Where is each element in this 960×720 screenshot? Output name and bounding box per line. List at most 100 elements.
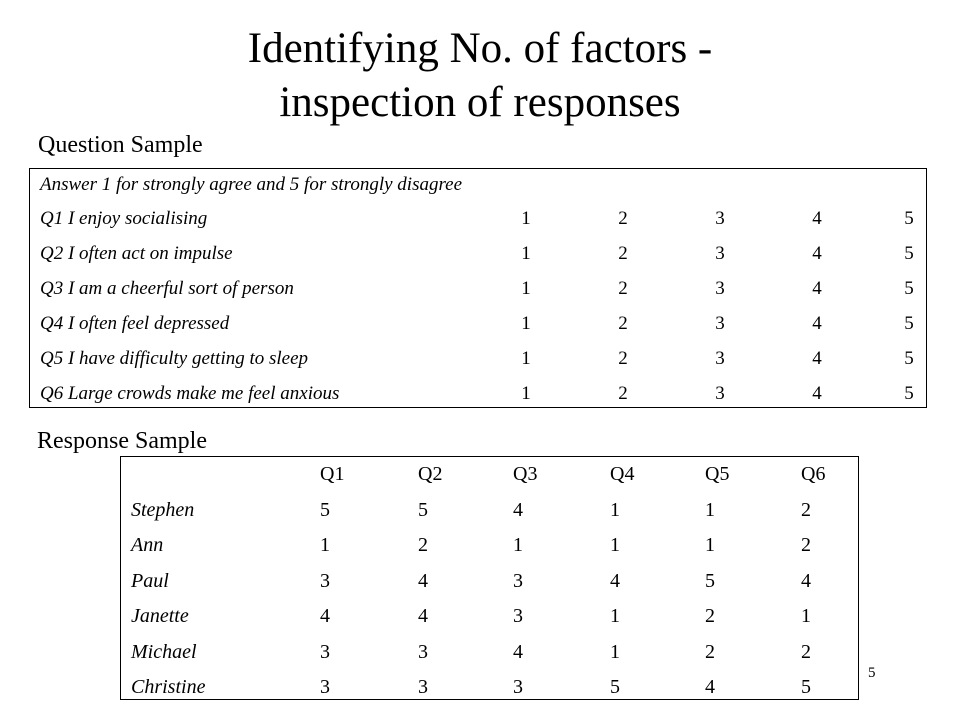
question-row: Q3 I am a cheerful sort of person 1 2 3 4 5 — [30, 277, 926, 301]
rating-option: 3 — [715, 313, 725, 334]
response-header-row: Q1 Q2 Q3 Q4 Q5 Q6 — [121, 461, 858, 487]
response-value: 4 — [513, 640, 523, 663]
rating-option: 4 — [812, 243, 822, 264]
rating-option: 5 — [904, 208, 914, 229]
question-row: Q4 I often feel depressed 1 2 3 4 5 — [30, 312, 926, 336]
rating-option: 1 — [521, 243, 531, 264]
rating-option: 4 — [812, 383, 822, 404]
page-number: 5 — [868, 665, 876, 681]
column-header: Q5 — [705, 463, 730, 485]
response-value: 4 — [513, 498, 523, 521]
response-value: 1 — [610, 534, 620, 556]
rating-option: 1 — [521, 313, 531, 334]
column-header: Q2 — [418, 463, 443, 485]
table-row: Ann 1 2 1 1 1 2 — [121, 532, 858, 558]
respondent-name: Stephen — [131, 498, 195, 521]
response-value: 2 — [801, 534, 811, 556]
question-text: Q1 I enjoy socialising — [40, 208, 208, 229]
respondent-name: Christine — [131, 676, 206, 698]
rating-option: 1 — [521, 383, 531, 404]
column-header: Q1 — [320, 463, 345, 485]
rating-option: 5 — [904, 313, 914, 334]
question-instruction: Answer 1 for strongly agree and 5 for st… — [40, 174, 463, 195]
response-value: 1 — [513, 534, 523, 556]
rating-option: 4 — [812, 313, 822, 334]
response-sample-heading: Response Sample — [37, 428, 207, 454]
rating-option: 5 — [904, 348, 914, 369]
question-text: Q6 Large crowds make me feel anxious — [40, 383, 340, 404]
response-value: 3 — [418, 640, 428, 663]
question-text: Q2 I often act on impulse — [40, 243, 233, 264]
column-header: Q6 — [801, 463, 826, 485]
rating-option: 3 — [715, 278, 725, 299]
response-value: 2 — [801, 498, 811, 521]
response-value: 1 — [610, 605, 620, 627]
response-value: 4 — [610, 569, 620, 592]
table-row: Janette 4 4 3 1 2 1 — [121, 603, 858, 629]
rating-option: 1 — [521, 208, 531, 229]
question-text: Q4 I often feel depressed — [40, 313, 230, 334]
response-value: 4 — [801, 569, 811, 592]
response-value: 3 — [320, 676, 330, 698]
response-value: 5 — [320, 498, 330, 521]
response-value: 4 — [705, 676, 715, 698]
table-row: Michael 3 3 4 1 2 2 — [121, 639, 858, 665]
respondent-name: Paul — [131, 569, 169, 592]
response-value: 1 — [320, 534, 330, 556]
question-row: Q5 I have difficulty getting to sleep 1 2 3… — [30, 347, 926, 371]
rating-option: 3 — [715, 243, 725, 264]
response-value: 5 — [705, 569, 715, 592]
rating-option: 5 — [904, 243, 914, 264]
response-sample-table: Q1 Q2 Q3 Q4 Q5 Q6 Stephen 5 5 4 1 1 2 Ann 1 2 1 1 1 2 Paul 3 4… — [120, 456, 859, 700]
response-value: 4 — [320, 605, 330, 627]
question-text: Q3 I am a cheerful sort of person — [40, 278, 294, 299]
response-value: 3 — [320, 640, 330, 663]
response-value: 5 — [610, 676, 620, 698]
rating-option: 2 — [618, 278, 628, 299]
rating-option: 5 — [904, 278, 914, 299]
column-header: Q4 — [610, 463, 635, 485]
rating-option: 2 — [618, 348, 628, 369]
response-value: 2 — [705, 605, 715, 627]
response-value: 3 — [320, 569, 330, 592]
rating-option: 2 — [618, 208, 628, 229]
rating-option: 3 — [715, 348, 725, 369]
rating-option: 2 — [618, 383, 628, 404]
response-value: 2 — [801, 640, 811, 663]
response-value: 4 — [418, 605, 428, 627]
respondent-name: Janette — [131, 605, 189, 627]
response-value: 1 — [610, 640, 620, 663]
rating-option: 3 — [715, 383, 725, 404]
rating-option: 1 — [521, 348, 531, 369]
response-value: 5 — [801, 676, 811, 698]
response-value: 3 — [513, 676, 523, 698]
table-row: Paul 3 4 3 4 5 4 — [121, 568, 858, 594]
question-text: Q5 I have difficulty getting to sleep — [40, 348, 309, 369]
slide-title: Identifying No. of factors - inspection … — [0, 22, 960, 130]
response-value: 1 — [705, 498, 715, 521]
rating-option: 1 — [521, 278, 531, 299]
column-header: Q3 — [513, 463, 538, 485]
response-value: 3 — [513, 569, 523, 592]
response-value: 4 — [418, 569, 428, 592]
response-value: 2 — [418, 534, 428, 556]
response-value: 3 — [418, 676, 428, 698]
response-value: 1 — [705, 534, 715, 556]
response-value: 3 — [513, 605, 523, 627]
response-value: 2 — [705, 640, 715, 663]
rating-option: 4 — [812, 348, 822, 369]
rating-option: 2 — [618, 243, 628, 264]
slide-title-line-2: inspection of responses — [279, 79, 681, 126]
question-row: Q2 I often act on impulse 1 2 3 4 5 — [30, 242, 926, 266]
rating-option: 5 — [904, 383, 914, 404]
response-value: 5 — [418, 498, 428, 521]
rating-option: 4 — [812, 278, 822, 299]
rating-option: 2 — [618, 313, 628, 334]
question-sample-heading: Question Sample — [38, 132, 203, 158]
question-row: Q1 I enjoy socialising 1 2 3 4 5 — [30, 207, 926, 231]
rating-option: 4 — [812, 208, 822, 229]
rating-option: 3 — [715, 208, 725, 229]
respondent-name: Ann — [131, 534, 164, 556]
response-value: 1 — [801, 605, 811, 627]
question-sample-box: Answer 1 for strongly agree and 5 for st… — [29, 168, 927, 408]
